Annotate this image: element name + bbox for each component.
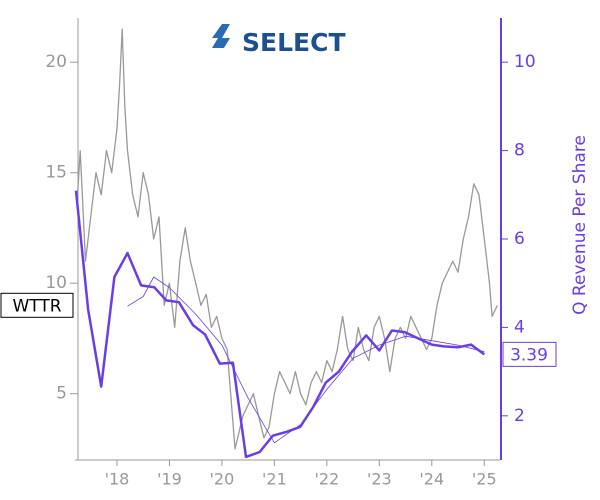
y2-axis-label: Q Revenue Per Share: [570, 135, 590, 315]
last-value-box: [502, 341, 557, 367]
ticker-box: [0, 292, 74, 318]
series-line: [76, 28, 498, 450]
logo-text: SELECT: [242, 28, 346, 57]
y2-tick-label: 10: [514, 52, 536, 72]
last-value-label: 3.39: [510, 345, 548, 365]
x-tick-label: '24: [419, 470, 444, 489]
y2-tick-label: 6: [514, 229, 525, 249]
y-tick-label: 20: [45, 52, 67, 72]
x-tick-label: '22: [314, 470, 339, 489]
y-tick-label: 5: [56, 384, 67, 404]
x-tick-label: '18: [105, 470, 130, 489]
y2-tick-label: 2: [514, 406, 525, 426]
x-tick-label: '21: [262, 470, 287, 489]
x-tick-label: '25: [472, 470, 497, 489]
x-tick-label: '19: [157, 470, 182, 489]
y-tick-label: 10: [45, 273, 67, 293]
series-line: [127, 276, 485, 444]
series-line: [74, 190, 486, 459]
x-tick-label: '20: [210, 470, 235, 489]
x-tick-label: '23: [367, 470, 392, 489]
y-tick-label: 15: [45, 163, 67, 183]
y2-tick-label: 4: [514, 317, 525, 337]
ticker-label: WTTR: [12, 296, 61, 316]
logo: SELECT: [212, 24, 346, 57]
y2-tick-label: 8: [514, 141, 525, 161]
logo-icon: [212, 24, 230, 48]
